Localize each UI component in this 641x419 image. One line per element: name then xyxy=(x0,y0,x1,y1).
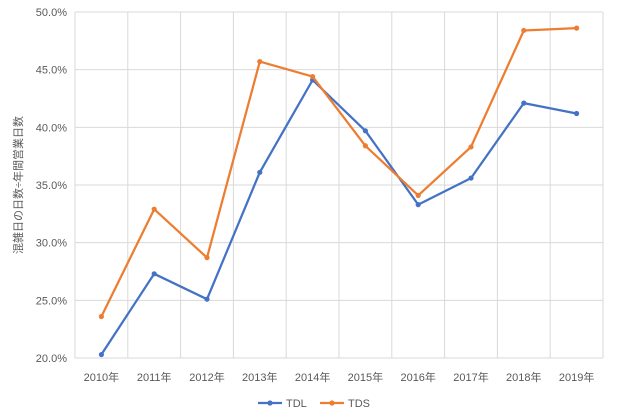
data-point-tds xyxy=(204,255,210,261)
data-point-tds xyxy=(415,192,421,198)
x-tick-label: 2016年 xyxy=(400,370,435,384)
x-tick-label: 2017年 xyxy=(453,370,488,384)
data-point-tds xyxy=(468,144,474,150)
legend-label-tds: TDS xyxy=(348,398,370,410)
gridlines xyxy=(74,11,604,359)
y-tick-label: 50.0% xyxy=(36,7,67,19)
x-tick-label: 2015年 xyxy=(348,370,383,384)
y-tick-label: 25.0% xyxy=(36,295,67,307)
data-point-tds xyxy=(310,73,316,80)
data-point-tdl xyxy=(98,351,104,358)
x-tick-label: 2010年 xyxy=(84,370,119,384)
x-tick-label: 2012年 xyxy=(189,370,224,384)
y-axis-title: 混雑日の日数÷年間営業日数 xyxy=(11,116,25,254)
data-point-tds xyxy=(521,27,527,34)
data-point-tds xyxy=(257,58,263,65)
legend-marker-tds xyxy=(329,400,335,406)
data-point-tds xyxy=(98,313,104,320)
data-point-tdl xyxy=(415,202,421,208)
y-tick-label: 30.0% xyxy=(36,238,67,250)
series-lines xyxy=(98,25,580,358)
x-tick-label: 2014年 xyxy=(295,370,330,384)
data-point-tdl xyxy=(468,175,474,181)
data-point-tds xyxy=(151,206,157,212)
y-axis-ticks: 20.0% 25.0% 30.0% 35.0% 40.0% 45.0% 50.0% xyxy=(36,7,67,365)
data-point-tdl xyxy=(204,296,210,302)
y-tick-label: 20.0% xyxy=(36,353,67,365)
x-tick-label: 2018年 xyxy=(506,370,541,384)
data-point-tds xyxy=(574,25,580,31)
y-tick-label: 45.0% xyxy=(36,65,67,77)
data-point-tdl xyxy=(521,100,527,106)
series-line-tdl xyxy=(100,78,578,356)
legend-marker-tdl xyxy=(267,400,273,406)
data-point-tdl xyxy=(574,110,580,117)
x-tick-label: 2019年 xyxy=(559,370,594,384)
data-point-tds xyxy=(362,143,368,149)
legend-label-tdl: TDL xyxy=(286,398,307,410)
legend: TDL TDS xyxy=(258,398,370,410)
y-tick-label: 35.0% xyxy=(36,180,67,192)
x-tick-label: 2013年 xyxy=(242,370,277,384)
data-point-tdl xyxy=(257,169,263,175)
x-tick-label: 2011年 xyxy=(137,370,172,384)
series-line-tds xyxy=(100,26,578,318)
data-point-tdl xyxy=(362,128,368,134)
y-tick-label: 40.0% xyxy=(36,122,67,134)
data-point-tdl xyxy=(151,271,157,277)
x-axis-ticks: 2010年 2011年 2012年 2013年 2014年 2015年 2016年 2017年… xyxy=(84,370,595,384)
